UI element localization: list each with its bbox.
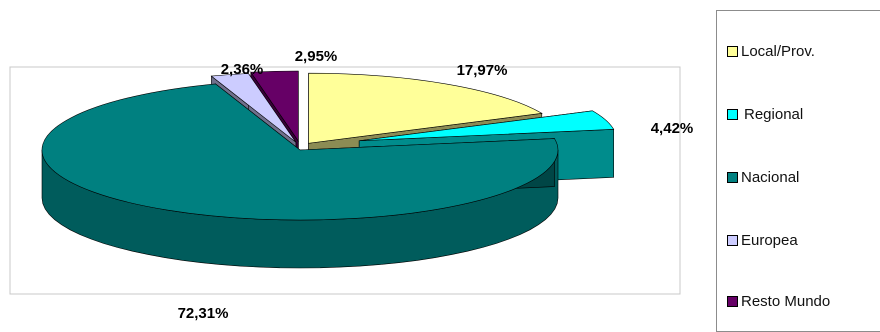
legend-label-regional: Regional	[744, 106, 803, 123]
data-label-regional: 4,42%	[651, 120, 694, 137]
data-label-nacional: 72,31%	[178, 305, 229, 322]
legend-item-resto-mundo: Resto Mundo	[727, 291, 830, 311]
legend-label-nacional: Nacional	[741, 169, 799, 186]
data-label-local-prov: 17,97%	[457, 62, 508, 79]
legend-item-nacional: Nacional	[727, 167, 799, 187]
legend-swatch-regional	[727, 109, 738, 120]
legend-swatch-resto-mundo	[727, 296, 738, 307]
pie-slices	[42, 71, 614, 268]
legend-label-local: Local/Prov.	[741, 43, 815, 60]
data-label-resto-mundo: 2,95%	[295, 48, 338, 65]
legend-label-europea: Europea	[741, 232, 798, 249]
legend-swatch-nacional	[727, 172, 738, 183]
legend-item-europea: Europea	[727, 230, 798, 250]
legend-item-local: Local/Prov.	[727, 41, 815, 61]
legend-swatch-europea	[727, 235, 738, 246]
data-label-europea: 2,36%	[221, 61, 264, 78]
legend: Local/Prov. Regional Nacional Europea Re…	[716, 10, 880, 332]
legend-swatch-local	[727, 46, 738, 57]
legend-item-regional: Regional	[727, 104, 803, 124]
legend-label-resto-mundo: Resto Mundo	[741, 293, 830, 310]
